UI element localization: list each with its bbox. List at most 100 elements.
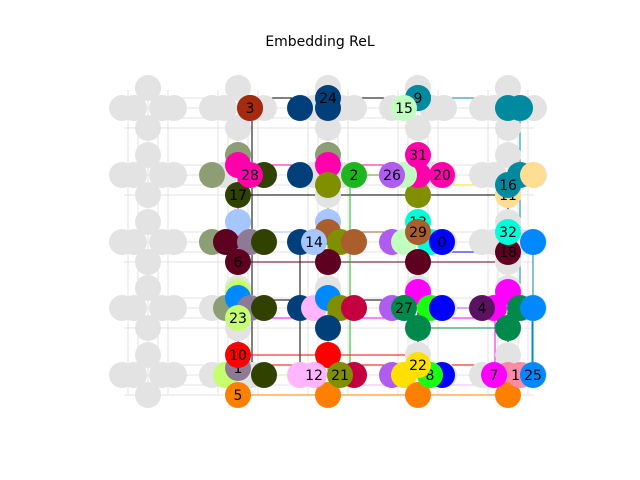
node-marker <box>237 95 263 121</box>
chain-qubit <box>315 172 341 198</box>
node-label: 2 <box>350 168 359 184</box>
graph-node-6: 6 <box>225 249 251 275</box>
chain-qubit <box>315 342 341 368</box>
node-marker <box>429 162 455 188</box>
node-marker <box>327 362 353 388</box>
graph-node-25: 25 <box>520 362 546 388</box>
grid-node <box>121 95 147 121</box>
graph-node-3: 3 <box>237 95 263 121</box>
chain-qubit <box>287 95 313 121</box>
node-marker <box>405 219 431 245</box>
node-label: 24 <box>319 91 337 107</box>
node-marker <box>405 142 431 168</box>
grid-node <box>135 275 161 301</box>
chain-qubit <box>341 229 367 255</box>
node-label: 0 <box>438 235 447 251</box>
node-label: 3 <box>246 101 255 117</box>
chain-qubit <box>507 95 533 121</box>
node-label: 17 <box>229 188 247 204</box>
graph-node-22: 22 <box>405 352 431 378</box>
node-label: 12 <box>305 368 323 384</box>
grid-node <box>135 315 161 341</box>
grid-node <box>225 75 251 101</box>
chain-qubit <box>251 362 277 388</box>
grid-node <box>495 75 521 101</box>
node-label: 28 <box>241 168 259 184</box>
graph-node-26: 26 <box>379 162 405 188</box>
graph-node-29: 29 <box>405 219 431 245</box>
node-marker <box>225 342 251 368</box>
node-marker <box>405 352 431 378</box>
node-marker <box>520 362 546 388</box>
node-marker <box>225 305 251 331</box>
graph-node-20: 20 <box>429 162 455 188</box>
node-marker <box>429 229 455 255</box>
grid-node <box>225 115 251 141</box>
graph-node-23: 23 <box>225 305 251 331</box>
node-label: 10 <box>229 348 247 364</box>
chain-qubit <box>225 209 251 235</box>
node-marker <box>391 295 417 321</box>
grid-node <box>315 115 341 141</box>
node-label: 5 <box>234 388 243 404</box>
node-label: 14 <box>305 235 323 251</box>
grid-node <box>149 362 175 388</box>
grid-node <box>135 115 161 141</box>
graph-node-18: 18 <box>495 239 521 265</box>
grid-node <box>121 362 147 388</box>
grid-node <box>135 209 161 235</box>
grid-node <box>121 162 147 188</box>
grid-node <box>149 229 175 255</box>
node-marker <box>315 85 341 111</box>
chain-qubit <box>520 295 546 321</box>
graph-node-27: 27 <box>391 295 417 321</box>
chain-qubit <box>315 315 341 341</box>
node-marker <box>341 162 367 188</box>
grid-node <box>495 342 521 368</box>
graph-node-17: 17 <box>225 182 251 208</box>
node-label: 1 <box>234 361 243 377</box>
node-label: 31 <box>409 148 427 164</box>
figure-title: Embedding ReL <box>265 34 375 50</box>
graph-node-5: 5 <box>225 382 251 408</box>
chain-qubit <box>287 162 313 188</box>
chain-qubit <box>315 382 341 408</box>
graph-node-14: 14 <box>301 229 327 255</box>
grid-node <box>135 182 161 208</box>
node-label: 23 <box>229 311 247 327</box>
node-marker <box>481 362 507 388</box>
graph-edges <box>237 97 534 396</box>
grid-node <box>149 295 175 321</box>
chain-qubit <box>405 182 431 208</box>
node-label: 27 <box>395 301 413 317</box>
node-label: 16 <box>499 178 517 194</box>
chain-qubit <box>251 229 277 255</box>
chain-qubit <box>405 382 431 408</box>
node-label: 29 <box>409 225 427 241</box>
graph-node-32: 32 <box>495 219 521 245</box>
node-label: 9 <box>414 91 423 107</box>
chain-qubit <box>251 295 277 321</box>
node-marker <box>495 219 521 245</box>
graph-node-2: 2 <box>341 162 367 188</box>
grid-node <box>121 229 147 255</box>
node-marker <box>225 182 251 208</box>
chain-qubit <box>520 162 546 188</box>
chain-qubit <box>520 229 546 255</box>
chain-qubit <box>199 162 225 188</box>
node-marker <box>495 172 521 198</box>
graph-node-31: 31 <box>405 142 431 168</box>
node-marker <box>379 162 405 188</box>
grid-node <box>135 249 161 275</box>
chain-qubit <box>405 315 431 341</box>
grid-node <box>149 162 175 188</box>
node-marker <box>495 239 521 265</box>
node-label: 4 <box>478 301 487 317</box>
node-marker <box>469 295 495 321</box>
graph-node-21: 21 <box>327 362 353 388</box>
node-marker <box>301 362 327 388</box>
node-label: 32 <box>499 225 517 241</box>
node-marker <box>237 162 263 188</box>
